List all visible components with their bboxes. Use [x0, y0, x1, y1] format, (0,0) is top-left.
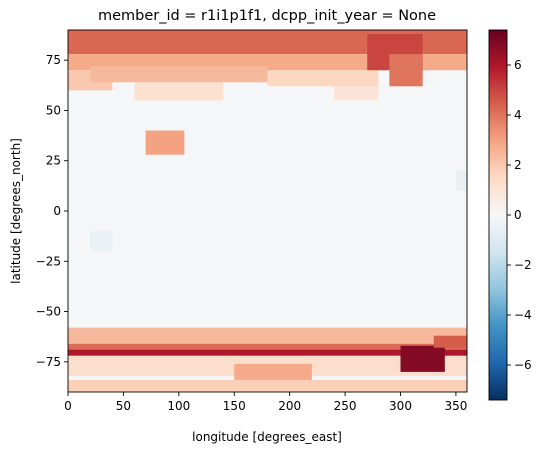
colorbar-tick-label: 2 [514, 158, 522, 172]
x-tick-label: 150 [223, 399, 246, 413]
colorbar-tick-label: 6 [514, 58, 522, 72]
heatmap-region [68, 343, 467, 352]
colorbar: −6 −4 −2 0 2 4 6 [488, 29, 532, 401]
heatmap-region [389, 54, 423, 87]
y-tick-label: −75 [36, 355, 61, 369]
heatmap-region [90, 66, 268, 83]
y-axis: −75 −50 −25 0 25 50 75 [36, 53, 68, 369]
y-tick-label: −25 [36, 254, 61, 268]
colorbar-tick-label: 4 [514, 108, 522, 122]
x-tick-label: 0 [64, 399, 72, 413]
x-tick-label: 50 [116, 399, 131, 413]
colorbar-tick-label: −2 [514, 258, 532, 272]
colorbar-tick-label: −4 [514, 308, 532, 322]
plot-area [67, 29, 468, 393]
x-axis: 0 50 100 150 200 250 300 350 [64, 392, 467, 413]
heatmap-region [68, 379, 467, 392]
x-tick-label: 350 [444, 399, 467, 413]
heatmap-region [145, 130, 185, 155]
x-tick-label: 200 [278, 399, 301, 413]
heatmap-region [68, 327, 467, 344]
y-tick-label: 50 [46, 103, 61, 117]
chart-title: member_id = r1i1p1f1, dcpp_init_year = N… [98, 8, 436, 24]
heatmap-regions [68, 30, 467, 392]
heatmap-region [68, 349, 467, 356]
y-tick-label: −50 [36, 305, 61, 319]
heatmap-region [134, 82, 224, 101]
heatmap-region [400, 345, 445, 372]
x-tick-label: 300 [389, 399, 412, 413]
heatmap-region [334, 86, 379, 101]
heatmap-region [234, 363, 312, 384]
heatmap-region [433, 335, 467, 348]
colorbar-gradient [489, 30, 507, 400]
y-axis-label: latitude [degrees_north] [9, 138, 23, 284]
x-axis-label: longitude [degrees_east] [192, 430, 342, 444]
heatmap-region [90, 231, 113, 252]
colorbar-tick-label: 0 [514, 208, 522, 222]
y-tick-label: 75 [46, 53, 61, 67]
heatmap-region [455, 170, 467, 191]
heatmap-region [267, 70, 379, 87]
colorbar-tick-label: −6 [514, 358, 532, 372]
colorbar-ticks: −6 −4 −2 0 2 4 6 [507, 58, 532, 372]
x-tick-label: 100 [167, 399, 190, 413]
y-tick-label: 25 [46, 154, 61, 168]
x-tick-label: 250 [334, 399, 357, 413]
y-tick-label: 0 [53, 204, 61, 218]
